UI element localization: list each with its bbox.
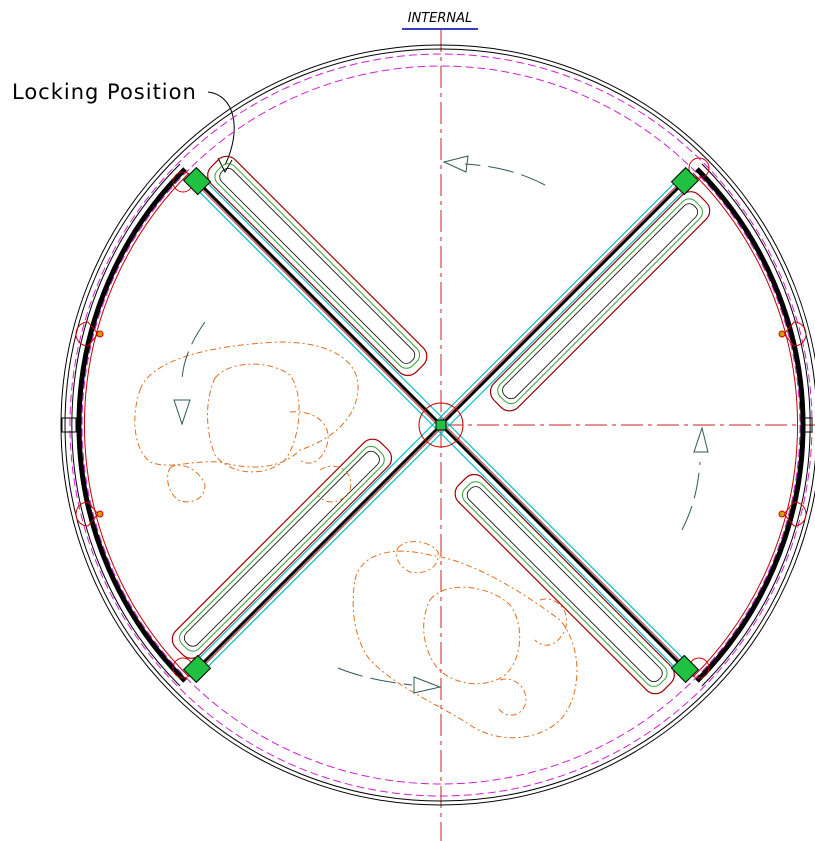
drawing-part <box>779 511 785 517</box>
internal-label: INTERNAL <box>408 11 473 26</box>
background <box>0 0 815 841</box>
drawing-part <box>97 511 103 517</box>
drawing-part <box>97 331 103 337</box>
drawing-part <box>779 331 785 337</box>
door-plan: INTERNAL Locking Position <box>0 0 815 841</box>
hub-core <box>436 420 446 430</box>
locking-label: Locking Position <box>12 80 197 104</box>
